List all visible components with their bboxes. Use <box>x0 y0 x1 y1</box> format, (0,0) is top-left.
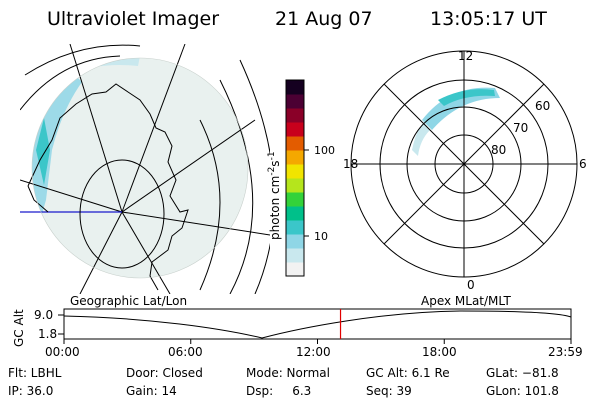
polar-plot: 12 18 6 0 60 70 80 <box>343 49 587 292</box>
filter-info: Flt: LBHL <box>8 366 62 380</box>
colorbar-segment <box>286 248 304 263</box>
colorbar-segment <box>286 150 304 165</box>
colorbar-segment <box>286 80 304 95</box>
timeline-xlabel: 06:00 <box>168 345 203 359</box>
latitude-arc <box>79 159 165 269</box>
dsp-info: Dsp: 6.3 <box>246 384 312 398</box>
latitude-arc <box>219 79 254 294</box>
lat-label-60: 60 <box>535 99 550 113</box>
colorbar-segment <box>286 94 304 109</box>
meridian-line <box>121 211 171 294</box>
colorbar-frame <box>285 79 305 277</box>
colorbar-segment <box>286 234 304 249</box>
timeline-xlabel: 18:00 <box>422 345 457 359</box>
date-label: 21 Aug 07 <box>275 8 373 30</box>
aurora-polar-faint <box>412 122 430 156</box>
colorbar-segment <box>286 164 304 179</box>
gc-alt-info: GC Alt: 6.1 Re <box>366 366 450 380</box>
colorbar-segment <box>286 178 304 193</box>
latitude-arc <box>239 59 270 294</box>
colorbar-segment <box>286 262 304 277</box>
timeline-xlabel: 23:59 <box>548 345 583 359</box>
seq-info: Seq: 39 <box>366 384 412 398</box>
polar-diagonal <box>383 83 545 245</box>
mlt-label-0: 0 <box>467 278 475 292</box>
instrument-title: Ultraviolet Imager <box>47 8 220 30</box>
mode-info: Mode: Normal <box>246 366 330 380</box>
timeline-right-title: Apex MLat/MLT <box>421 294 511 308</box>
timeline-ylabel-bottom: 1.8 <box>38 327 57 341</box>
mlt-label-18: 18 <box>343 157 358 171</box>
colorbar-segment <box>286 122 304 137</box>
time-label: 13:05:17 UT <box>430 8 547 30</box>
mlt-label-12: 12 <box>458 49 473 63</box>
disk-edge <box>31 57 249 279</box>
colorbar-tick-label: 100 <box>314 144 335 157</box>
ip-info: IP: 36.0 <box>8 384 54 398</box>
colorbar-segment <box>286 136 304 151</box>
meridian-line <box>121 211 270 236</box>
latitude-arcs <box>20 44 270 294</box>
timeline-xlabel: 12:00 <box>296 345 331 359</box>
colorbar-axis-label: photon cm-2s-1 <box>267 151 282 240</box>
aurora-bright-left <box>36 118 50 185</box>
coastline <box>27 83 189 291</box>
altitude-timeline: Geographic Lat/Lon Apex MLat/MLT 9.0 1.8… <box>12 294 583 359</box>
mlt-label-6: 6 <box>579 157 587 171</box>
timeline-xticks <box>63 339 572 344</box>
altitude-curve <box>63 310 572 339</box>
geographic-image <box>20 44 270 294</box>
colorbar-segment <box>286 192 304 207</box>
glat-info: GLat: −81.8 <box>486 366 559 380</box>
lat-label-70: 70 <box>513 121 528 135</box>
aurora-polar-bright <box>438 89 495 106</box>
colorbar <box>286 80 304 277</box>
latitude-arc <box>24 44 141 76</box>
colorbar-segment <box>286 220 304 235</box>
coastline <box>27 185 49 213</box>
meridian-line <box>20 179 123 213</box>
door-info: Door: Closed <box>126 366 203 380</box>
timeline-axis-label: GC Alt <box>12 309 26 347</box>
glon-info: GLon: 101.8 <box>486 384 559 398</box>
latitude-arc <box>20 55 121 111</box>
aurora-polar <box>422 87 500 130</box>
colorbar-segment <box>286 108 304 123</box>
timeline-frame <box>63 308 572 340</box>
meridians <box>20 44 270 294</box>
lat-label-80: 80 <box>491 143 506 157</box>
latitude-arc <box>199 119 221 291</box>
colorbar-ticks <box>304 149 309 237</box>
colorbar-segment <box>286 206 304 221</box>
gain-info: Gain: 14 <box>126 384 177 398</box>
meridian-line <box>121 44 186 213</box>
colorbar-tick-label: 10 <box>314 230 328 243</box>
timeline-ylabel-top: 9.0 <box>34 308 53 322</box>
timeline-left-title: Geographic Lat/Lon <box>70 294 187 308</box>
meridian-line <box>79 211 123 294</box>
timeline-xlabel: 00:00 <box>45 345 80 359</box>
meridian-line <box>121 119 256 213</box>
meridian-line <box>69 44 123 213</box>
